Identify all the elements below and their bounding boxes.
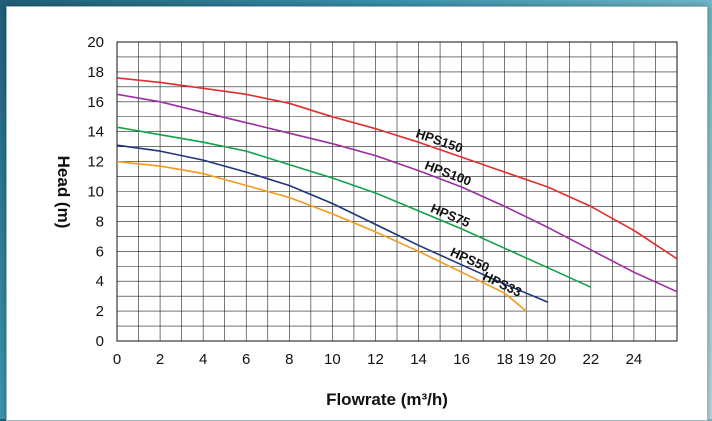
- y-tick-label: 6: [96, 243, 104, 260]
- x-tick-label: 8: [285, 351, 293, 368]
- x-tick-label: 10: [324, 351, 341, 368]
- series-label-hps75: HPS75: [429, 201, 473, 231]
- series-label-hps100: HPS100: [423, 157, 474, 188]
- series-lines: [116, 77, 678, 312]
- y-tick-label: 0: [96, 333, 104, 350]
- series-line-hps150: [116, 77, 678, 260]
- x-axis-title: Flowrate (m³/h): [326, 390, 448, 409]
- series-line-hps33: [116, 160, 527, 312]
- y-tick-label: 2: [96, 303, 104, 320]
- x-tick-label: 6: [242, 351, 250, 368]
- y-tick-label: 18: [87, 64, 104, 81]
- x-tick-label: 2: [156, 351, 164, 368]
- x-tick-label: 19: [518, 351, 535, 368]
- x-tick-label: 14: [410, 351, 427, 368]
- x-tick-label: 4: [199, 351, 207, 368]
- series-line-hps50: [116, 144, 549, 303]
- x-tick-label: 24: [626, 351, 643, 368]
- x-tick-label: 12: [367, 351, 384, 368]
- series-line-hps75: [116, 126, 592, 288]
- y-tick-label: 14: [87, 124, 104, 141]
- y-tick-label: 10: [87, 184, 104, 201]
- y-tick-label: 12: [87, 154, 104, 171]
- y-tick-label: 8: [96, 213, 104, 230]
- series-label-hps150: HPS150: [414, 126, 465, 156]
- y-tick-label: 4: [96, 273, 104, 290]
- x-tick-label: 18: [496, 351, 513, 368]
- series-label-hps33: HPS33: [481, 268, 525, 299]
- y-tick-label: 16: [87, 94, 104, 111]
- y-axis-ticks: 0 2 4 6 8 10 12 14 16 18 20: [87, 34, 104, 350]
- plot-frame: [116, 41, 678, 342]
- grid: [116, 41, 678, 342]
- x-axis-ticks: 0 2 4 6 8 10 12 14 16 18 19 20 22 24: [113, 351, 642, 368]
- x-tick-label: 0: [113, 351, 121, 368]
- x-tick-label: 16: [453, 351, 470, 368]
- x-tick-label: 20: [539, 351, 556, 368]
- y-tick-label: 20: [87, 34, 104, 51]
- series-line-hps100: [116, 93, 678, 293]
- x-tick-label: 22: [583, 351, 600, 368]
- y-axis-title: Head (m): [54, 156, 73, 229]
